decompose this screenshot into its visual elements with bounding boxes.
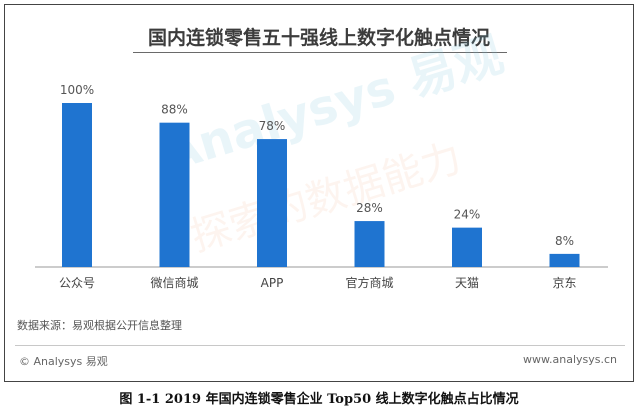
data-label-2: 78% — [259, 119, 286, 133]
bar-chart: 100% 公众号 88% 微信商城 78% APP 28% 官方商城 24% 天猫 8% 京东 — [35, 83, 608, 290]
bar-5 — [549, 253, 580, 267]
category-label-1: 微信商城 — [150, 275, 198, 290]
data-label-1: 88% — [161, 103, 188, 117]
title-underline — [133, 52, 507, 53]
data-label-0: 100% — [60, 83, 94, 97]
bar-0 — [62, 103, 92, 267]
footer-divider — [15, 345, 625, 346]
data-label-3: 28% — [356, 201, 383, 215]
category-label-0: 公众号 — [59, 276, 95, 290]
website-link[interactable]: www.analysys.cn — [523, 353, 617, 366]
bar-4 — [452, 227, 482, 267]
chart-card: 国内连锁零售五十强线上数字化触点情况 Analysys 易观 探索的数据能力 1… — [4, 4, 634, 382]
bar-2 — [257, 139, 287, 267]
data-label-4: 24% — [454, 208, 481, 222]
category-label-2: APP — [261, 276, 284, 290]
brand-logo: © Analysys 易观 — [19, 355, 108, 368]
source-note: 数据来源：易观根据公开信息整理 — [17, 319, 182, 332]
bar-1 — [159, 122, 190, 268]
category-label-4: 天猫 — [455, 276, 479, 290]
data-label-5: 8% — [555, 234, 574, 248]
category-label-3: 官方商城 — [345, 275, 393, 290]
chart-title: 国内连锁零售五十强线上数字化触点情况 — [147, 27, 490, 49]
bar-3 — [354, 221, 385, 267]
figure-caption: 图 1-1 2019 年国内连锁零售企业 Top50 线上数字化触点占比情况 — [119, 392, 519, 407]
category-label-5: 京东 — [552, 276, 576, 290]
